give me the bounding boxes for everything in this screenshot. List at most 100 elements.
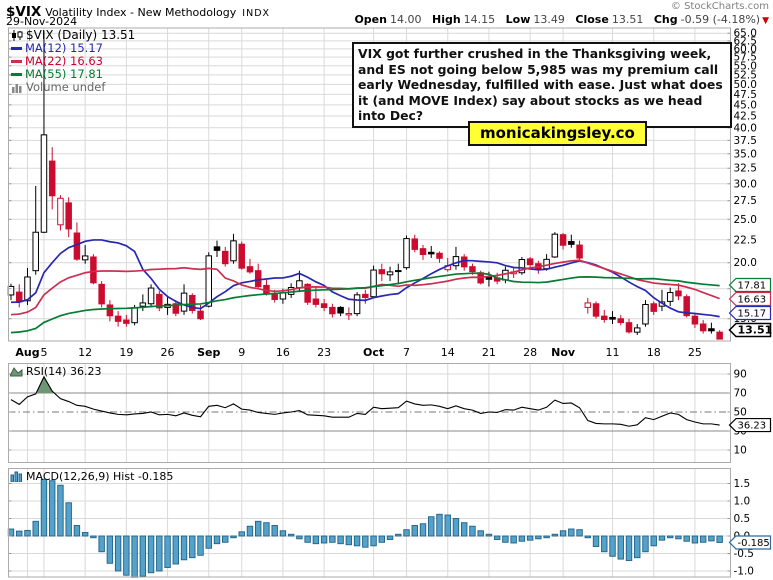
chg-down-arrow-icon: ▼ <box>762 16 769 26</box>
svg-text:0.5: 0.5 <box>734 513 751 525</box>
svg-text:60.0: 60.0 <box>734 43 757 55</box>
svg-text:10: 10 <box>734 445 747 457</box>
svg-text:13.51: 13.51 <box>738 324 773 337</box>
high-value: 14.15 <box>463 13 496 26</box>
volume-bars-icon <box>11 83 23 93</box>
copyright-text: © StockCharts.com <box>670 1 769 12</box>
svg-text:62.5: 62.5 <box>734 35 757 47</box>
svg-text:9: 9 <box>238 346 245 359</box>
svg-text:35.0: 35.0 <box>734 148 757 160</box>
legend-ma12-text: MA(12) 15.17 <box>25 41 103 55</box>
svg-text:50: 50 <box>734 407 747 419</box>
ma55-line-icon <box>11 73 22 76</box>
svg-text:42.5: 42.5 <box>734 110 757 122</box>
svg-text:50.0: 50.0 <box>734 79 757 91</box>
ma12-line-icon <box>11 47 22 50</box>
legend-row-volume: Volume undef <box>11 81 135 94</box>
svg-text:Aug: Aug <box>15 346 39 359</box>
legend-ma55-text: MA(55) 17.81 <box>25 67 103 81</box>
legend-symbol-text: $VIX (Daily) 13.51 <box>26 28 136 42</box>
svg-text:27.5: 27.5 <box>734 195 757 207</box>
close-label: Close <box>575 13 609 26</box>
svg-text:1.5: 1.5 <box>734 478 751 490</box>
ma22-line-icon <box>11 60 22 63</box>
svg-text:28: 28 <box>523 346 537 359</box>
rsi-header: RSI(14) 36.23 <box>9 365 102 378</box>
svg-text:21: 21 <box>482 346 496 359</box>
svg-text:90: 90 <box>734 369 747 381</box>
legend-row-symbol: $VIX (Daily) 13.51 <box>11 29 135 42</box>
svg-text:Oct: Oct <box>363 346 384 359</box>
svg-text:-1.0: -1.0 <box>734 566 755 578</box>
chart-header: $VIX Volatility Index - New Methodology IN… <box>6 1 270 20</box>
svg-text:45.0: 45.0 <box>734 99 757 111</box>
svg-text:16: 16 <box>276 346 290 359</box>
rsi-line <box>10 375 720 427</box>
svg-text:-0.185: -0.185 <box>738 538 770 549</box>
svg-text:23: 23 <box>317 346 331 359</box>
svg-text:11: 11 <box>606 346 620 359</box>
svg-text:70: 70 <box>734 388 747 400</box>
svg-text:57.5: 57.5 <box>734 52 757 64</box>
svg-text:18: 18 <box>647 346 661 359</box>
svg-text:32.5: 32.5 <box>734 163 757 175</box>
svg-text:22.5: 22.5 <box>734 234 757 246</box>
svg-text:1.0: 1.0 <box>734 496 751 508</box>
symbol: $VIX <box>6 4 42 20</box>
legend-row-ma12: MA(12) 15.17 <box>11 42 135 55</box>
svg-text:Nov: Nov <box>551 346 576 359</box>
low-value: 13.49 <box>533 13 565 26</box>
rsi-area-icon <box>9 366 23 377</box>
svg-text:25: 25 <box>688 346 702 359</box>
axes: Aug 5 12 19 26 Sep 9 16 23 Oct 7 14 21 28 Nov 11 18 25 65.… <box>8 27 757 578</box>
macd-header: MACD(12,26,9) Hist -0.185 <box>10 470 173 483</box>
svg-text:40.0: 40.0 <box>734 122 757 134</box>
macd-histogram-icon <box>10 471 23 483</box>
series <box>7 31 723 578</box>
ohlc-readout: Open 14.00 High 14.15 Low 13.49 Close 13.51 … <box>347 13 769 26</box>
candlestick-icon <box>11 30 23 41</box>
svg-text:37.5: 37.5 <box>734 135 757 147</box>
open-value: 14.00 <box>389 13 422 26</box>
svg-text:30.0: 30.0 <box>734 178 757 190</box>
open-label: Open <box>354 13 387 26</box>
ma55-line <box>10 272 720 334</box>
svg-text:19: 19 <box>119 346 133 359</box>
chart-date: 29-Nov-2024 <box>6 15 78 28</box>
symbol-title: Volatility Index - New Methodology <box>45 6 237 19</box>
svg-text:15.17: 15.17 <box>738 309 767 320</box>
watermark-badge: monicakingsley.co <box>468 121 647 146</box>
svg-text:5: 5 <box>40 346 47 359</box>
macd-label: MACD(12,26,9) Hist -0.185 <box>26 470 174 483</box>
svg-text:14: 14 <box>441 346 455 359</box>
legend-row-ma55: MA(55) 17.81 <box>11 68 135 81</box>
legend-row-ma22: MA(22) 16.63 <box>11 55 135 68</box>
svg-text:55.0: 55.0 <box>734 60 757 72</box>
analyst-annotation-box: VIX got further crushed in the Thanksgiv… <box>352 42 732 128</box>
svg-text:36.23: 36.23 <box>738 421 767 432</box>
svg-text:25.0: 25.0 <box>734 214 757 226</box>
svg-text:-0.5: -0.5 <box>734 548 755 560</box>
price-legend: $VIX (Daily) 13.51 MA(12) 15.17 MA(22) 1… <box>11 29 135 94</box>
svg-text:17.81: 17.81 <box>738 281 767 292</box>
legend-volume-text: Volume undef <box>26 80 106 94</box>
svg-text:7: 7 <box>403 346 410 359</box>
high-label: High <box>431 13 461 26</box>
exchange-label: INDX <box>242 8 271 19</box>
svg-text:26: 26 <box>161 346 175 359</box>
svg-text:16.63: 16.63 <box>738 295 767 306</box>
svg-text:47.5: 47.5 <box>734 89 757 101</box>
value-boxes: 17.81 16.63 15.17 13.51 36.23 -0.185 <box>728 277 773 550</box>
svg-text:20.0: 20.0 <box>734 257 757 269</box>
svg-text:65.0: 65.0 <box>734 28 757 40</box>
chg-label: Chg <box>653 13 678 26</box>
svg-text:Sep: Sep <box>197 346 220 359</box>
low-label: Low <box>505 13 531 26</box>
svg-text:52.5: 52.5 <box>734 69 757 81</box>
close-value: 13.51 <box>611 13 644 26</box>
rsi-label: RSI(14) 36.23 <box>26 365 102 378</box>
chg-value: -0.59 (-4.18%) <box>680 13 761 26</box>
legend-ma22-text: MA(22) 16.63 <box>25 54 103 68</box>
